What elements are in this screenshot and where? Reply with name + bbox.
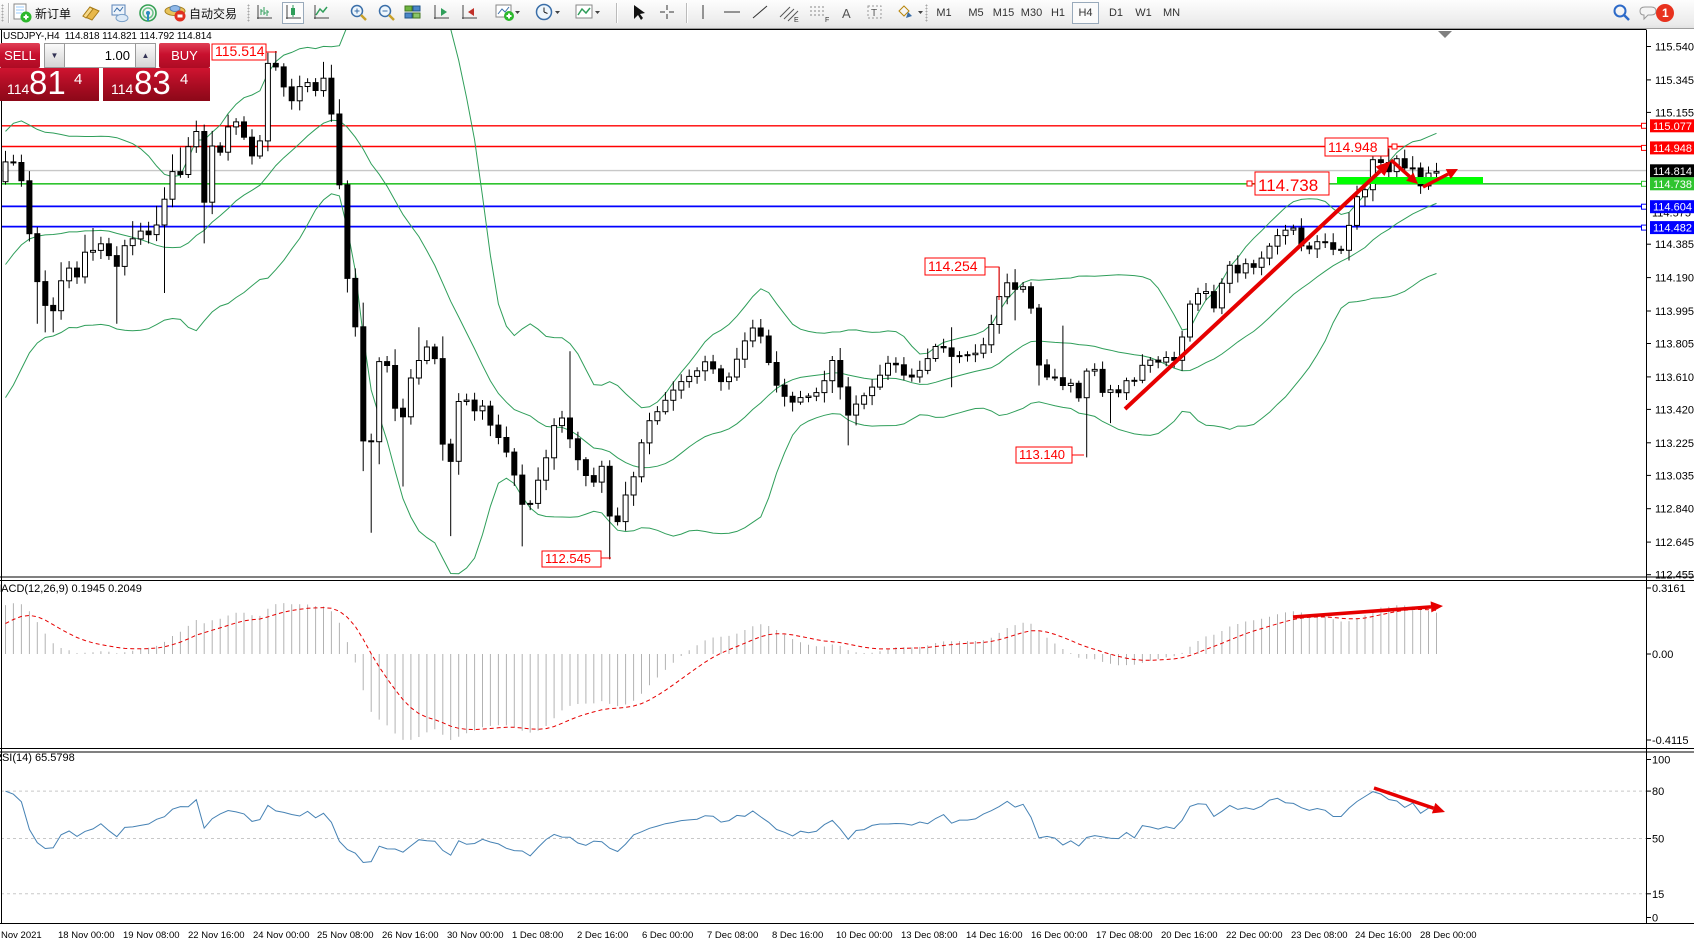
svg-text:1: 1: [1662, 6, 1669, 20]
svg-text:114.738: 114.738: [1258, 176, 1318, 195]
svg-text:115.514: 115.514: [215, 43, 265, 59]
svg-text:113.995: 113.995: [1655, 306, 1694, 318]
svg-text:22 Nov 16:00: 22 Nov 16:00: [188, 930, 245, 941]
svg-text:T: T: [871, 8, 877, 19]
svg-text:115.345: 115.345: [1655, 75, 1694, 87]
svg-text:E: E: [794, 17, 799, 23]
svg-text:113.225: 113.225: [1655, 438, 1694, 450]
svg-text:114.482: 114.482: [1653, 223, 1692, 235]
svg-text:15: 15: [1652, 889, 1664, 901]
svg-text:50: 50: [1652, 834, 1664, 846]
svg-text:0.3161: 0.3161: [1652, 583, 1686, 595]
svg-text:6 Dec 00:00: 6 Dec 00:00: [642, 930, 693, 941]
svg-text:16 Dec 00:00: 16 Dec 00:00: [1031, 930, 1088, 941]
svg-text:26 Nov 16:00: 26 Nov 16:00: [382, 930, 439, 941]
svg-text:USDJPY-,H4 114.818 114.821 11: USDJPY-,H4 114.818 114.821 114.792 114.8…: [3, 31, 212, 42]
svg-text:MACD(12,26,9) 0.1945 0.2049: MACD(12,26,9) 0.1945 0.2049: [0, 583, 142, 595]
svg-text:114.814: 114.814: [1653, 166, 1692, 178]
svg-text:13 Dec 08:00: 13 Dec 08:00: [901, 930, 958, 941]
svg-text:-0.4115: -0.4115: [1652, 735, 1689, 747]
svg-text:19 Nov 08:00: 19 Nov 08:00: [123, 930, 180, 941]
svg-text:115.155: 115.155: [1655, 107, 1694, 119]
svg-text:20 Dec 16:00: 20 Dec 16:00: [1161, 930, 1218, 941]
svg-text:24 Nov 00:00: 24 Nov 00:00: [253, 930, 310, 941]
svg-text:F: F: [825, 17, 829, 23]
svg-text:114.948: 114.948: [1328, 139, 1378, 155]
svg-text:114.604: 114.604: [1653, 202, 1692, 214]
svg-text:114.254: 114.254: [928, 258, 978, 274]
svg-text:2 Dec 16:00: 2 Dec 16:00: [577, 930, 628, 941]
svg-text:17 Dec 08:00: 17 Dec 08:00: [1096, 930, 1153, 941]
svg-text:30 Nov 00:00: 30 Nov 00:00: [447, 930, 504, 941]
svg-text:Nov 2021: Nov 2021: [1, 930, 42, 941]
svg-text:114.948: 114.948: [1653, 143, 1692, 155]
svg-text:115.077: 115.077: [1653, 121, 1692, 133]
svg-text:114.385: 114.385: [1655, 239, 1694, 251]
svg-text:115.540: 115.540: [1655, 42, 1694, 54]
svg-text:25 Nov 08:00: 25 Nov 08:00: [317, 930, 374, 941]
svg-text:0: 0: [1652, 913, 1658, 925]
svg-text:113.805: 113.805: [1655, 339, 1694, 351]
svg-text:114.738: 114.738: [1653, 179, 1692, 191]
svg-text:113.610: 113.610: [1655, 372, 1694, 384]
svg-text:8 Dec 16:00: 8 Dec 16:00: [772, 930, 823, 941]
svg-text:112.545: 112.545: [545, 551, 591, 566]
svg-text:14 Dec 16:00: 14 Dec 16:00: [966, 930, 1023, 941]
svg-text:114.190: 114.190: [1655, 273, 1694, 285]
svg-text:23 Dec 08:00: 23 Dec 08:00: [1291, 930, 1348, 941]
svg-text:80: 80: [1652, 786, 1664, 798]
svg-text:113.140: 113.140: [1019, 447, 1065, 462]
svg-text:1 Dec 08:00: 1 Dec 08:00: [512, 930, 563, 941]
svg-text:112.455: 112.455: [1655, 570, 1694, 582]
svg-text:112.645: 112.645: [1655, 537, 1694, 549]
svg-text:18 Nov 00:00: 18 Nov 00:00: [58, 930, 115, 941]
svg-text:22 Dec 00:00: 22 Dec 00:00: [1226, 930, 1283, 941]
svg-text:28 Dec 00:00: 28 Dec 00:00: [1420, 930, 1477, 941]
svg-text:100: 100: [1652, 755, 1670, 767]
svg-text:10 Dec 00:00: 10 Dec 00:00: [836, 930, 893, 941]
svg-text:RSI(14) 65.5798: RSI(14) 65.5798: [0, 752, 75, 764]
svg-text:112.840: 112.840: [1655, 504, 1694, 516]
svg-text:24 Dec 16:00: 24 Dec 16:00: [1355, 930, 1412, 941]
svg-text:0.00: 0.00: [1652, 649, 1673, 661]
svg-text:7 Dec 08:00: 7 Dec 08:00: [707, 930, 758, 941]
svg-text:113.420: 113.420: [1655, 404, 1694, 416]
svg-text:113.035: 113.035: [1655, 470, 1694, 482]
